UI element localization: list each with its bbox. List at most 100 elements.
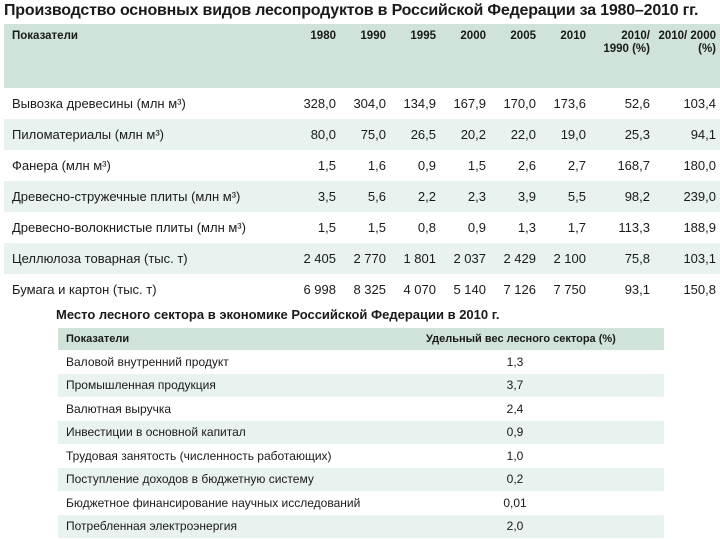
row-value: 2 405: [290, 243, 340, 274]
production-table: Показатели 1980 1990 1995 2000 2005 2010…: [4, 24, 720, 305]
row-value: 80,0: [290, 119, 340, 150]
table-row: Поступление доходов в бюджетную систему 0…: [58, 467, 664, 491]
row-label: Бюджетное финансирование научных исследо…: [66, 495, 361, 510]
row-value: 19,0: [540, 119, 590, 150]
row-value: 180,0: [683, 158, 716, 173]
row-value: 2 770: [340, 243, 390, 274]
row-label: Трудовая занятость (численность работающ…: [66, 448, 332, 463]
table-row: Валовой внутренний продукт 1,3: [58, 350, 664, 374]
row-value: 2,0: [418, 514, 664, 538]
row-label: Древесно-стружечные плиты (млн м³): [4, 181, 290, 212]
row-label: Промышленная продукция: [58, 373, 418, 397]
table1-header-cell: 1980: [290, 24, 340, 88]
row-value: 3,9: [490, 181, 540, 212]
row-value: 3,7: [418, 373, 664, 397]
row-label: Потребленная электроэнергия: [58, 514, 418, 538]
table-row: Фанера (млн м³) 1,5 1,6 0,9 1,5 2,6 2,7 168,7 18…: [4, 150, 720, 181]
table1-header-cell: 1995: [390, 24, 440, 88]
row-value: 239,0: [654, 181, 720, 212]
table1-title: Производство основных видов лесопродукто…: [4, 2, 699, 19]
row-value: 8 325: [353, 282, 386, 297]
table1-header-cell: 1990: [340, 24, 390, 88]
table-row: Бюджетное финансирование научных исследо…: [58, 491, 664, 515]
row-value: 1,3: [506, 354, 524, 369]
table2-body: Валовой внутренний продукт 1,3 Промышленна…: [58, 350, 664, 538]
row-value: 1,5: [317, 220, 336, 235]
row-value: 0,2: [418, 467, 664, 491]
row-value: 103,4: [683, 96, 716, 111]
table2-header-cell: Показатели: [58, 328, 418, 350]
row-value: 188,9: [683, 220, 716, 235]
table1-header-cell: 2010/ 1990 (%): [590, 24, 654, 88]
row-value: 170,0: [503, 96, 536, 111]
table-row: Пиломатериалы (млн м³) 80,0 75,0 26,5 20,2 22…: [4, 119, 720, 150]
row-value: 2 429: [490, 243, 540, 274]
table-row: Инвестиции в основной капитал 0,9: [58, 420, 664, 444]
forest-sector-table: Показатели Удельный вес лесного сектора …: [58, 328, 664, 538]
row-value: 0,01: [503, 495, 527, 510]
row-value: 1 801: [390, 243, 440, 274]
row-value: 103,1: [654, 243, 720, 274]
table1-header-cell: Показатели: [4, 24, 290, 88]
row-value: 1,5: [317, 158, 336, 173]
row-value: 22,0: [490, 119, 540, 150]
table-row: Промышленная продукция 3,7: [58, 373, 664, 397]
row-value: 25,3: [590, 119, 654, 150]
table-row: Валютная выручка 2,4: [58, 397, 664, 421]
row-label: Валютная выручка: [66, 401, 172, 416]
row-value: 168,7: [617, 158, 650, 173]
row-value: 52,6: [624, 96, 650, 111]
row-value: 5 140: [453, 282, 486, 297]
row-value: 2,4: [506, 401, 524, 416]
table2-header-row: Показатели Удельный вес лесного сектора …: [58, 328, 664, 350]
row-value: 1,7: [567, 220, 586, 235]
row-label: Целлюлоза товарная (тыс. т): [4, 243, 290, 274]
table-row: Целлюлоза товарная (тыс. т) 2 405 2 770 1 8…: [4, 243, 720, 274]
row-value: 75,8: [590, 243, 654, 274]
table-row: Древесно-волокнистые плиты (млн м³) 1,5 1,…: [4, 212, 720, 243]
row-value: 0,9: [417, 158, 436, 173]
table-row: Древесно-стружечные плиты (млн м³) 3,5 5,6…: [4, 181, 720, 212]
table-row: Бумага и картон (тыс. т) 6 998 8 325 4 070 5…: [4, 274, 720, 305]
row-value: 5,5: [540, 181, 590, 212]
row-value: 0,9: [467, 220, 486, 235]
table1-header-cell: 2000: [440, 24, 490, 88]
row-value: 7 750: [553, 282, 586, 297]
row-value: 2,7: [567, 158, 586, 173]
row-value: 2,2: [390, 181, 440, 212]
row-value: 167,9: [453, 96, 486, 111]
table-row: Потребленная электроэнергия 2,0: [58, 514, 664, 538]
row-label: Поступление доходов в бюджетную систему: [58, 467, 418, 491]
row-value: 26,5: [390, 119, 440, 150]
row-value: 2 037: [440, 243, 490, 274]
row-value: 304,0: [353, 96, 386, 111]
row-label: Инвестиции в основной капитал: [58, 420, 418, 444]
row-label: Древесно-волокнистые плиты (млн м³): [12, 220, 246, 235]
row-value: 0,8: [417, 220, 436, 235]
row-value: 6 998: [303, 282, 336, 297]
row-value: 1,5: [367, 220, 386, 235]
row-value: 328,0: [303, 96, 336, 111]
row-value: 134,9: [403, 96, 436, 111]
table2-title: Место лесного сектора в экономике Россий…: [56, 307, 500, 322]
row-value: 2 100: [540, 243, 590, 274]
row-label: Валовой внутренний продукт: [66, 354, 229, 369]
table1-header-cell: 2010: [540, 24, 590, 88]
table2-header-cell: Удельный вес лесного сектора (%): [418, 328, 664, 350]
row-value: 2,6: [517, 158, 536, 173]
row-value: 7 126: [503, 282, 536, 297]
row-value: 2,3: [440, 181, 490, 212]
row-value: 3,5: [290, 181, 340, 212]
row-value: 113,3: [618, 220, 650, 235]
table1-header-row: Показатели 1980 1990 1995 2000 2005 2010…: [4, 24, 720, 88]
row-value: 1,3: [517, 220, 536, 235]
row-value: 0,9: [418, 420, 664, 444]
row-label: Фанера (млн м³): [12, 158, 111, 173]
row-label: Пиломатериалы (млн м³): [4, 119, 290, 150]
row-value: 4 070: [403, 282, 436, 297]
table1-header-cell: 2010/ 2000 (%): [654, 24, 720, 88]
row-value: 75,0: [340, 119, 390, 150]
row-value: 1,6: [367, 158, 386, 173]
row-value: 1,5: [467, 158, 486, 173]
row-value: 20,2: [440, 119, 490, 150]
